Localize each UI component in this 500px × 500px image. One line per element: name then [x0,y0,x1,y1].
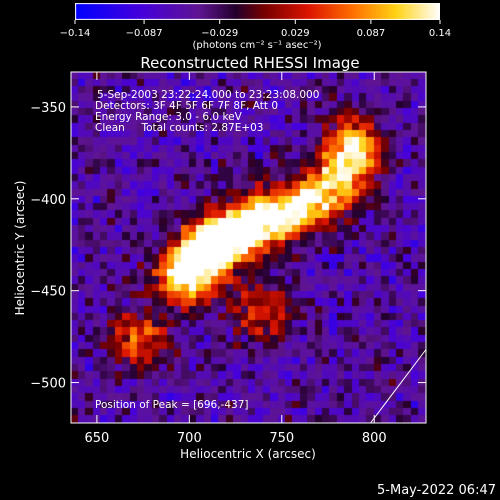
y-tick-label: −450 [30,285,66,300]
colorbar-tick-label: 0.14 [429,28,451,39]
annotation-detectors: Detectors: 3F 4F 5F 6F 7F 8F, Att 0 [95,100,278,112]
x-tick-label: 700 [177,431,202,446]
x-tick-label: 650 [84,431,109,446]
annotation-time-range: 5-Sep-2003 23:22:24.000 to 23:23:08.000 [97,89,319,101]
peak-position-label: Position of Peak = [696,-437] [95,399,249,411]
x-tick-label: 750 [269,431,294,446]
colorbar-tick-label: −0.087 [126,28,163,39]
limb-line [370,349,427,424]
x-axis-label: Heliocentric X (arcsec) [180,447,316,461]
colorbar-tick-label: 0.029 [281,28,310,39]
x-axis-ticks: 650 700 750 800 [84,72,387,446]
y-axis-ticks: −350 −400 −450 −500 [30,101,426,392]
colorbar-tick-label: −0.029 [201,28,238,39]
y-tick-label: −500 [30,377,66,392]
colorbar-tick-label: −0.14 [60,28,91,39]
footer-timestamp: 5-May-2022 06:47 [377,483,496,498]
annotation-clean-counts: Clean Total counts: 2.87E+03 [95,122,264,134]
y-tick-label: −400 [30,193,66,208]
colorbar-gradient [75,3,440,20]
chart-title: Reconstructed RHESSI Image [140,54,359,72]
colorbar-tick-label: 0.087 [357,28,386,39]
heatmap-image [71,72,426,423]
y-axis-label: Heliocentric Y (arcsec) [13,181,27,316]
colorbar-unit-label: (photons cm⁻² s⁻¹ asec⁻²) [192,40,321,51]
plot-frame [70,71,427,424]
colorbar-ticks: −0.14 −0.087 −0.029 0.029 0.087 0.14 [60,20,451,39]
annotation-energy-range: Energy Range: 3.0 - 6.0 keV [95,111,243,123]
x-tick-label: 800 [362,431,387,446]
annotation-block: 5-Sep-2003 23:22:24.000 to 23:23:08.000 … [95,89,319,134]
y-tick-label: −350 [30,101,66,116]
